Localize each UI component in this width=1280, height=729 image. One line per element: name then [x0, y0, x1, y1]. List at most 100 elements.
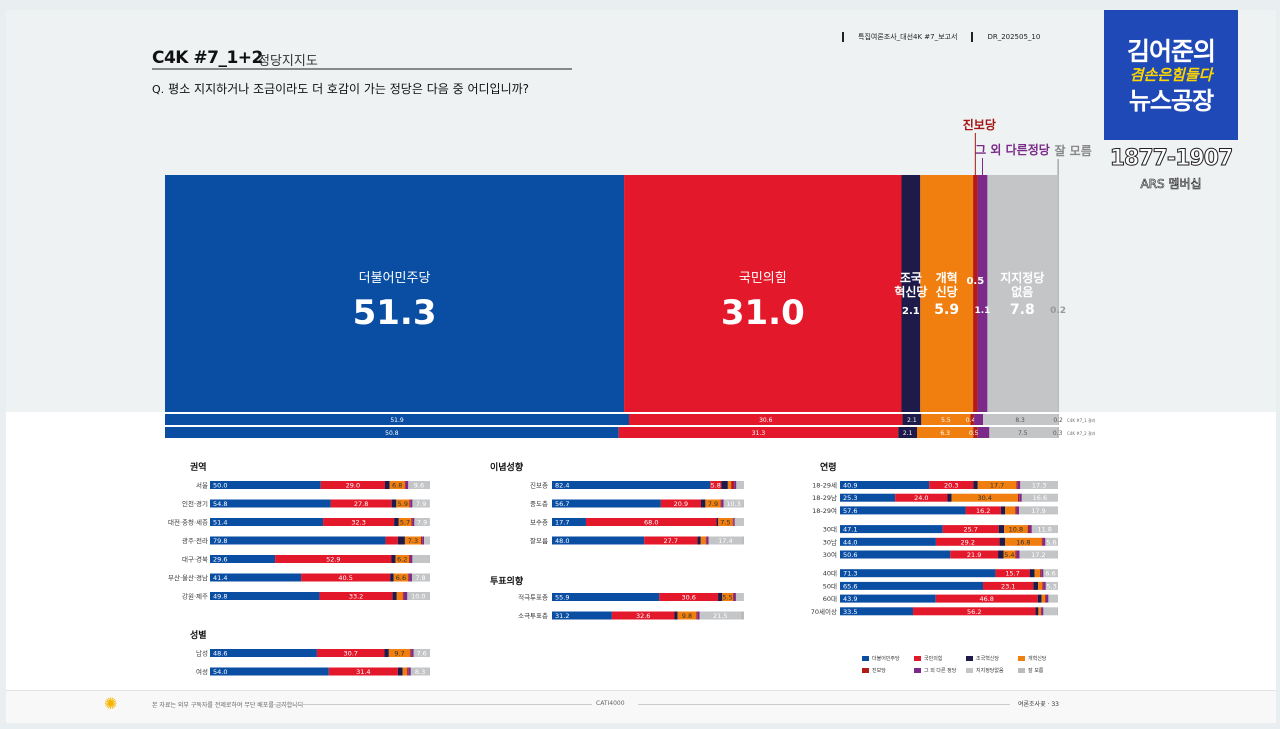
row-bar-segment — [210, 555, 276, 563]
row-bar-segment — [1041, 594, 1046, 603]
sub-bar-value: 50.8 — [385, 430, 399, 437]
row-bar-value: 33.5 — [843, 608, 857, 616]
row-bar-value: 56.7 — [555, 500, 569, 508]
row-bar-segment — [705, 499, 721, 508]
row-bar-segment — [935, 594, 1038, 603]
row-bar-segment — [1019, 550, 1058, 559]
row-bar-value: 27.8 — [354, 500, 368, 508]
legend-swatch — [914, 668, 921, 673]
row-bar-segment — [408, 573, 410, 582]
row-bar-segment — [409, 499, 411, 508]
row-bar-segment — [316, 649, 385, 657]
row-bar-value: 32.6 — [636, 612, 650, 620]
row-bar-value: 30.4 — [978, 494, 992, 502]
page-title: C4K #7_1+2 — [152, 48, 263, 68]
row-bar-segment — [700, 536, 706, 545]
sub-bar-segment — [916, 427, 974, 438]
row-bar-segment — [385, 536, 398, 545]
row-bar-segment — [1019, 493, 1022, 502]
sub-bar-segment — [970, 414, 975, 425]
row-bar-segment — [942, 525, 999, 534]
sub-bar-segment — [977, 427, 990, 438]
survey-question: Q. 평소 지지하거나 조금이라도 더 호감이 가는 정당은 다음 중 어디입니까… — [152, 80, 529, 97]
row-bar-segment — [413, 649, 430, 657]
row-bar-segment — [983, 581, 1034, 590]
row-bar-segment — [392, 592, 397, 600]
row-bar-segment — [947, 493, 952, 502]
row-label: 18-29세 — [812, 481, 837, 490]
row-label: 50대 — [823, 582, 837, 590]
row-bar-segment — [210, 481, 321, 489]
sub-bar-value: 0.3 — [1053, 430, 1063, 437]
broadcast-logo: 김어준의 겸손은힘들다 뉴스공장 — [1104, 10, 1238, 140]
row-bar-segment — [1043, 581, 1046, 590]
row-bar-segment — [210, 536, 386, 545]
row-label: 여성 — [196, 667, 208, 676]
row-bar-value: 6.2 — [397, 556, 407, 564]
main-value-label: 1.1 — [975, 306, 991, 316]
legend-label: 지지정당없음 — [976, 668, 1004, 674]
logo-line-1: 김어준의 — [1126, 37, 1216, 66]
row-bar-value: 30.6 — [681, 594, 695, 602]
row-bar-value: 17.7 — [990, 482, 1004, 490]
row-bar-segment — [677, 611, 697, 620]
row-bar-segment — [723, 499, 744, 508]
row-bar-segment — [412, 518, 415, 526]
row-bar-segment — [412, 555, 430, 563]
row-bar-value: 46.8 — [979, 595, 993, 603]
row-bar-segment — [410, 667, 430, 676]
row-bar-value: 44.0 — [843, 538, 857, 546]
header-doc-id: DR_202505_10 — [987, 33, 1041, 41]
row-bar-segment — [1017, 493, 1020, 502]
row-bar-segment — [420, 536, 423, 545]
row-label: 대구·경북 — [182, 555, 208, 564]
row-bar-segment — [409, 555, 410, 563]
sub-bar-segment — [902, 414, 922, 425]
row-bar-segment — [1037, 594, 1042, 603]
row-bar-segment — [840, 581, 984, 590]
row-bar-value: 5.4 — [1004, 551, 1014, 559]
row-bar-value: 41.4 — [213, 574, 227, 582]
membership-number: 1877-1907 — [1109, 146, 1234, 172]
row-label: 보수층 — [530, 518, 548, 527]
row-bar-value: 17.2 — [1031, 551, 1045, 559]
row-bar-segment — [999, 537, 1006, 546]
row-bar-segment — [1000, 506, 1006, 515]
sub-bar-caption: C4K #7_1 결과 — [1067, 417, 1096, 423]
row-bar-segment — [398, 518, 412, 526]
footer-rule — [274, 704, 592, 705]
row-label: 잘모름 — [530, 537, 548, 545]
main-bar-segment — [920, 175, 974, 412]
row-bar-value: 40.9 — [843, 482, 857, 490]
callout-label: 잘 모름 — [1054, 143, 1091, 158]
row-bar-segment — [1040, 607, 1042, 616]
sub-bar-segment — [973, 427, 978, 438]
row-bar-segment — [1045, 594, 1047, 603]
row-bar-value: 16.2 — [976, 507, 990, 515]
row-bar-segment — [840, 550, 951, 559]
row-label: 중도층 — [530, 499, 548, 508]
row-bar-segment — [410, 499, 413, 508]
sub-bar-value: 2.1 — [903, 430, 913, 437]
row-bar-segment — [696, 611, 698, 620]
row-bar-segment — [895, 493, 948, 502]
row-bar-segment — [1033, 581, 1039, 590]
row-bar-segment — [1003, 550, 1016, 559]
row-bar-segment — [913, 607, 1036, 616]
row-bar-value: 54.0 — [213, 668, 227, 676]
row-bar-segment — [1005, 506, 1016, 515]
page-footer: ✺ 본 자료는 외부 구독자를 전제로하여 무단 배포를 금지합니다 CATI4… — [6, 690, 1276, 723]
row-bar-segment — [733, 518, 735, 526]
main-value-label: 0.2 — [1050, 306, 1066, 316]
row-bar-segment — [743, 499, 744, 508]
row-bar-segment — [732, 593, 734, 601]
row-bar-segment — [721, 481, 728, 489]
sub-bar-segment — [165, 414, 629, 425]
row-label: 서울 — [196, 481, 208, 490]
row-bar-value: 5.7 — [400, 519, 410, 527]
row-bar-segment — [389, 481, 405, 489]
row-bar-segment — [1016, 481, 1018, 489]
row-bar-segment — [929, 481, 974, 489]
row-bar-segment — [973, 481, 978, 489]
row-bar-value: 7.5 — [720, 519, 730, 527]
